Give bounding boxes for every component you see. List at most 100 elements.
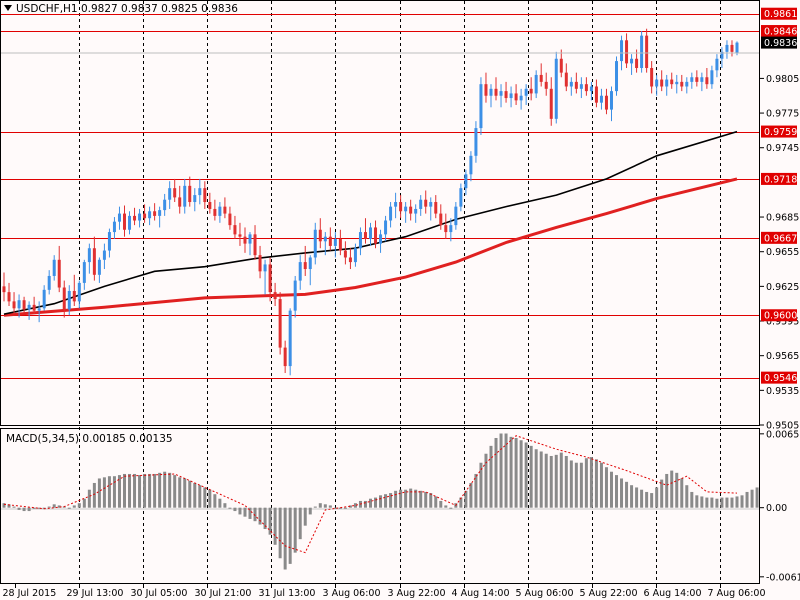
candle[interactable] — [700, 72, 704, 92]
candle[interactable] — [499, 84, 503, 108]
candle[interactable] — [544, 72, 548, 96]
candle[interactable] — [7, 282, 11, 307]
candle[interactable] — [178, 185, 182, 214]
candle[interactable] — [57, 245, 61, 293]
candle[interactable] — [569, 77, 573, 96]
candle[interactable] — [715, 54, 719, 78]
candle[interactable] — [133, 207, 137, 226]
candle[interactable] — [173, 178, 177, 203]
candle[interactable] — [479, 77, 483, 136]
candle[interactable] — [97, 257, 101, 283]
candle[interactable] — [444, 213, 448, 239]
candle[interactable] — [77, 280, 81, 309]
candle[interactable] — [519, 88, 523, 110]
candle[interactable] — [32, 296, 36, 315]
candle[interactable] — [374, 220, 378, 249]
candle[interactable] — [117, 206, 121, 230]
candle[interactable] — [308, 255, 312, 286]
candle[interactable] — [665, 74, 669, 96]
candle[interactable] — [685, 77, 689, 94]
candle[interactable] — [218, 202, 222, 223]
candle[interactable] — [102, 243, 106, 270]
candle[interactable] — [47, 270, 51, 295]
candle[interactable] — [680, 74, 684, 92]
candle[interactable] — [233, 215, 237, 239]
candle[interactable] — [394, 192, 398, 219]
candle[interactable] — [62, 280, 66, 318]
candle[interactable] — [670, 72, 674, 89]
candle[interactable] — [203, 181, 207, 209]
candle[interactable] — [509, 86, 513, 108]
candle[interactable] — [298, 255, 302, 290]
candle[interactable] — [37, 301, 41, 323]
candle[interactable] — [122, 205, 126, 237]
candle[interactable] — [369, 222, 372, 246]
candle[interactable] — [318, 218, 322, 249]
candle[interactable] — [303, 245, 307, 276]
candle[interactable] — [730, 40, 734, 57]
candle[interactable] — [514, 84, 518, 105]
candle[interactable] — [504, 81, 508, 103]
candle[interactable] — [12, 292, 16, 315]
candle[interactable] — [539, 63, 543, 87]
candle[interactable] — [399, 195, 403, 219]
candle[interactable] — [609, 86, 613, 122]
candlesticks[interactable] — [2, 28, 739, 376]
candle[interactable] — [112, 217, 116, 239]
candle[interactable] — [128, 211, 132, 235]
candle[interactable] — [198, 178, 202, 205]
candle[interactable] — [645, 28, 649, 73]
candle[interactable] — [72, 274, 76, 307]
candle[interactable] — [358, 227, 362, 256]
candle[interactable] — [163, 193, 167, 216]
candle[interactable] — [424, 190, 428, 214]
candle[interactable] — [148, 206, 152, 226]
candle[interactable] — [604, 88, 608, 115]
candle[interactable] — [168, 181, 172, 209]
candle[interactable] — [293, 275, 297, 318]
candle[interactable] — [554, 51, 558, 124]
candle[interactable] — [579, 77, 583, 99]
candle[interactable] — [67, 285, 71, 316]
candle[interactable] — [564, 63, 568, 92]
candle[interactable] — [534, 70, 538, 99]
candle[interactable] — [429, 197, 433, 221]
candle[interactable] — [248, 232, 252, 256]
candle[interactable] — [328, 227, 332, 251]
candle[interactable] — [363, 218, 367, 244]
candle[interactable] — [268, 257, 272, 302]
candle[interactable] — [720, 47, 724, 69]
candle[interactable] — [283, 340, 287, 374]
candle[interactable] — [92, 236, 96, 281]
candle[interactable] — [489, 84, 493, 108]
candle[interactable] — [625, 33, 629, 69]
candle[interactable] — [42, 285, 46, 311]
candle[interactable] — [208, 192, 212, 214]
candle[interactable] — [153, 203, 157, 221]
candle[interactable] — [594, 79, 598, 108]
candle[interactable] — [414, 204, 418, 223]
candle[interactable] — [599, 88, 603, 110]
candle[interactable] — [188, 176, 192, 207]
candle[interactable] — [409, 199, 413, 221]
candle[interactable] — [454, 202, 458, 230]
candle[interactable] — [143, 204, 147, 223]
candle[interactable] — [404, 202, 408, 223]
candle[interactable] — [313, 222, 317, 265]
candle[interactable] — [615, 56, 619, 96]
candle[interactable] — [449, 218, 453, 242]
candle[interactable] — [22, 296, 26, 313]
candle[interactable] — [107, 228, 111, 258]
candle[interactable] — [343, 241, 347, 265]
candle[interactable] — [584, 77, 588, 96]
candle[interactable] — [158, 206, 162, 228]
candle[interactable] — [288, 308, 292, 376]
candle[interactable] — [384, 215, 388, 242]
candle[interactable] — [464, 169, 468, 196]
candle[interactable] — [228, 206, 232, 230]
candle[interactable] — [559, 49, 563, 78]
candle[interactable] — [484, 72, 488, 103]
candle[interactable] — [589, 81, 593, 101]
candle[interactable] — [278, 292, 282, 355]
candle[interactable] — [529, 77, 533, 101]
